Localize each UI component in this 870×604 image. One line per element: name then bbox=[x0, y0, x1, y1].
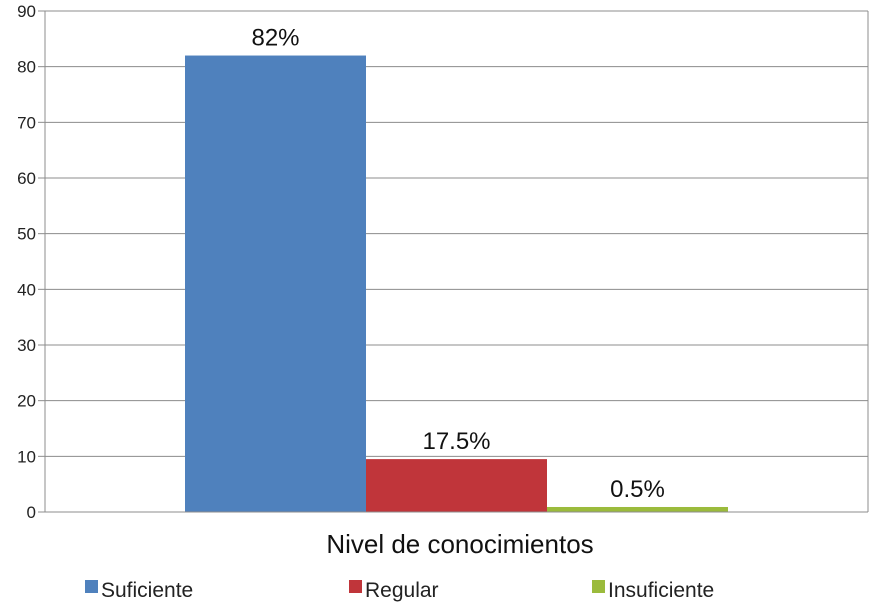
bar-regular bbox=[366, 459, 547, 512]
data-labels: 82% 17.5% 0.5% bbox=[251, 25, 664, 503]
y-tick-label: 20 bbox=[17, 392, 36, 411]
bar-suficiente bbox=[185, 55, 366, 513]
y-tick-label: 50 bbox=[17, 225, 36, 244]
y-tick-label: 90 bbox=[17, 2, 36, 21]
data-label-insuficiente: 0.5% bbox=[610, 476, 665, 503]
x-axis-label: Nivel de conocimientos bbox=[326, 529, 593, 559]
legend-swatch-insuficiente bbox=[592, 580, 605, 593]
y-tick-label: 10 bbox=[17, 447, 36, 466]
y-tick-label: 0 bbox=[27, 503, 36, 522]
data-label-suficiente: 82% bbox=[251, 25, 299, 52]
y-tick-label: 30 bbox=[17, 336, 36, 355]
y-tick-label: 40 bbox=[17, 280, 36, 299]
bars bbox=[185, 55, 728, 513]
legend-label-regular: Regular bbox=[365, 579, 439, 602]
legend-swatch-suficiente bbox=[85, 580, 98, 593]
y-tick-label: 80 bbox=[17, 58, 36, 77]
data-label-regular: 17.5% bbox=[422, 428, 490, 455]
legend-swatch-regular bbox=[349, 580, 362, 593]
y-axis-ticks: 0 10 20 30 40 50 60 70 80 90 bbox=[17, 2, 36, 522]
bar-insuficiente bbox=[547, 506, 728, 512]
legend: Suficiente Regular Insuficiente bbox=[85, 579, 714, 602]
y-tick-label: 60 bbox=[17, 169, 36, 188]
y-tick-label: 70 bbox=[17, 113, 36, 132]
legend-label-suficiente: Suficiente bbox=[101, 579, 193, 602]
legend-label-insuficiente: Insuficiente bbox=[608, 579, 714, 602]
gridlines bbox=[38, 10, 869, 513]
